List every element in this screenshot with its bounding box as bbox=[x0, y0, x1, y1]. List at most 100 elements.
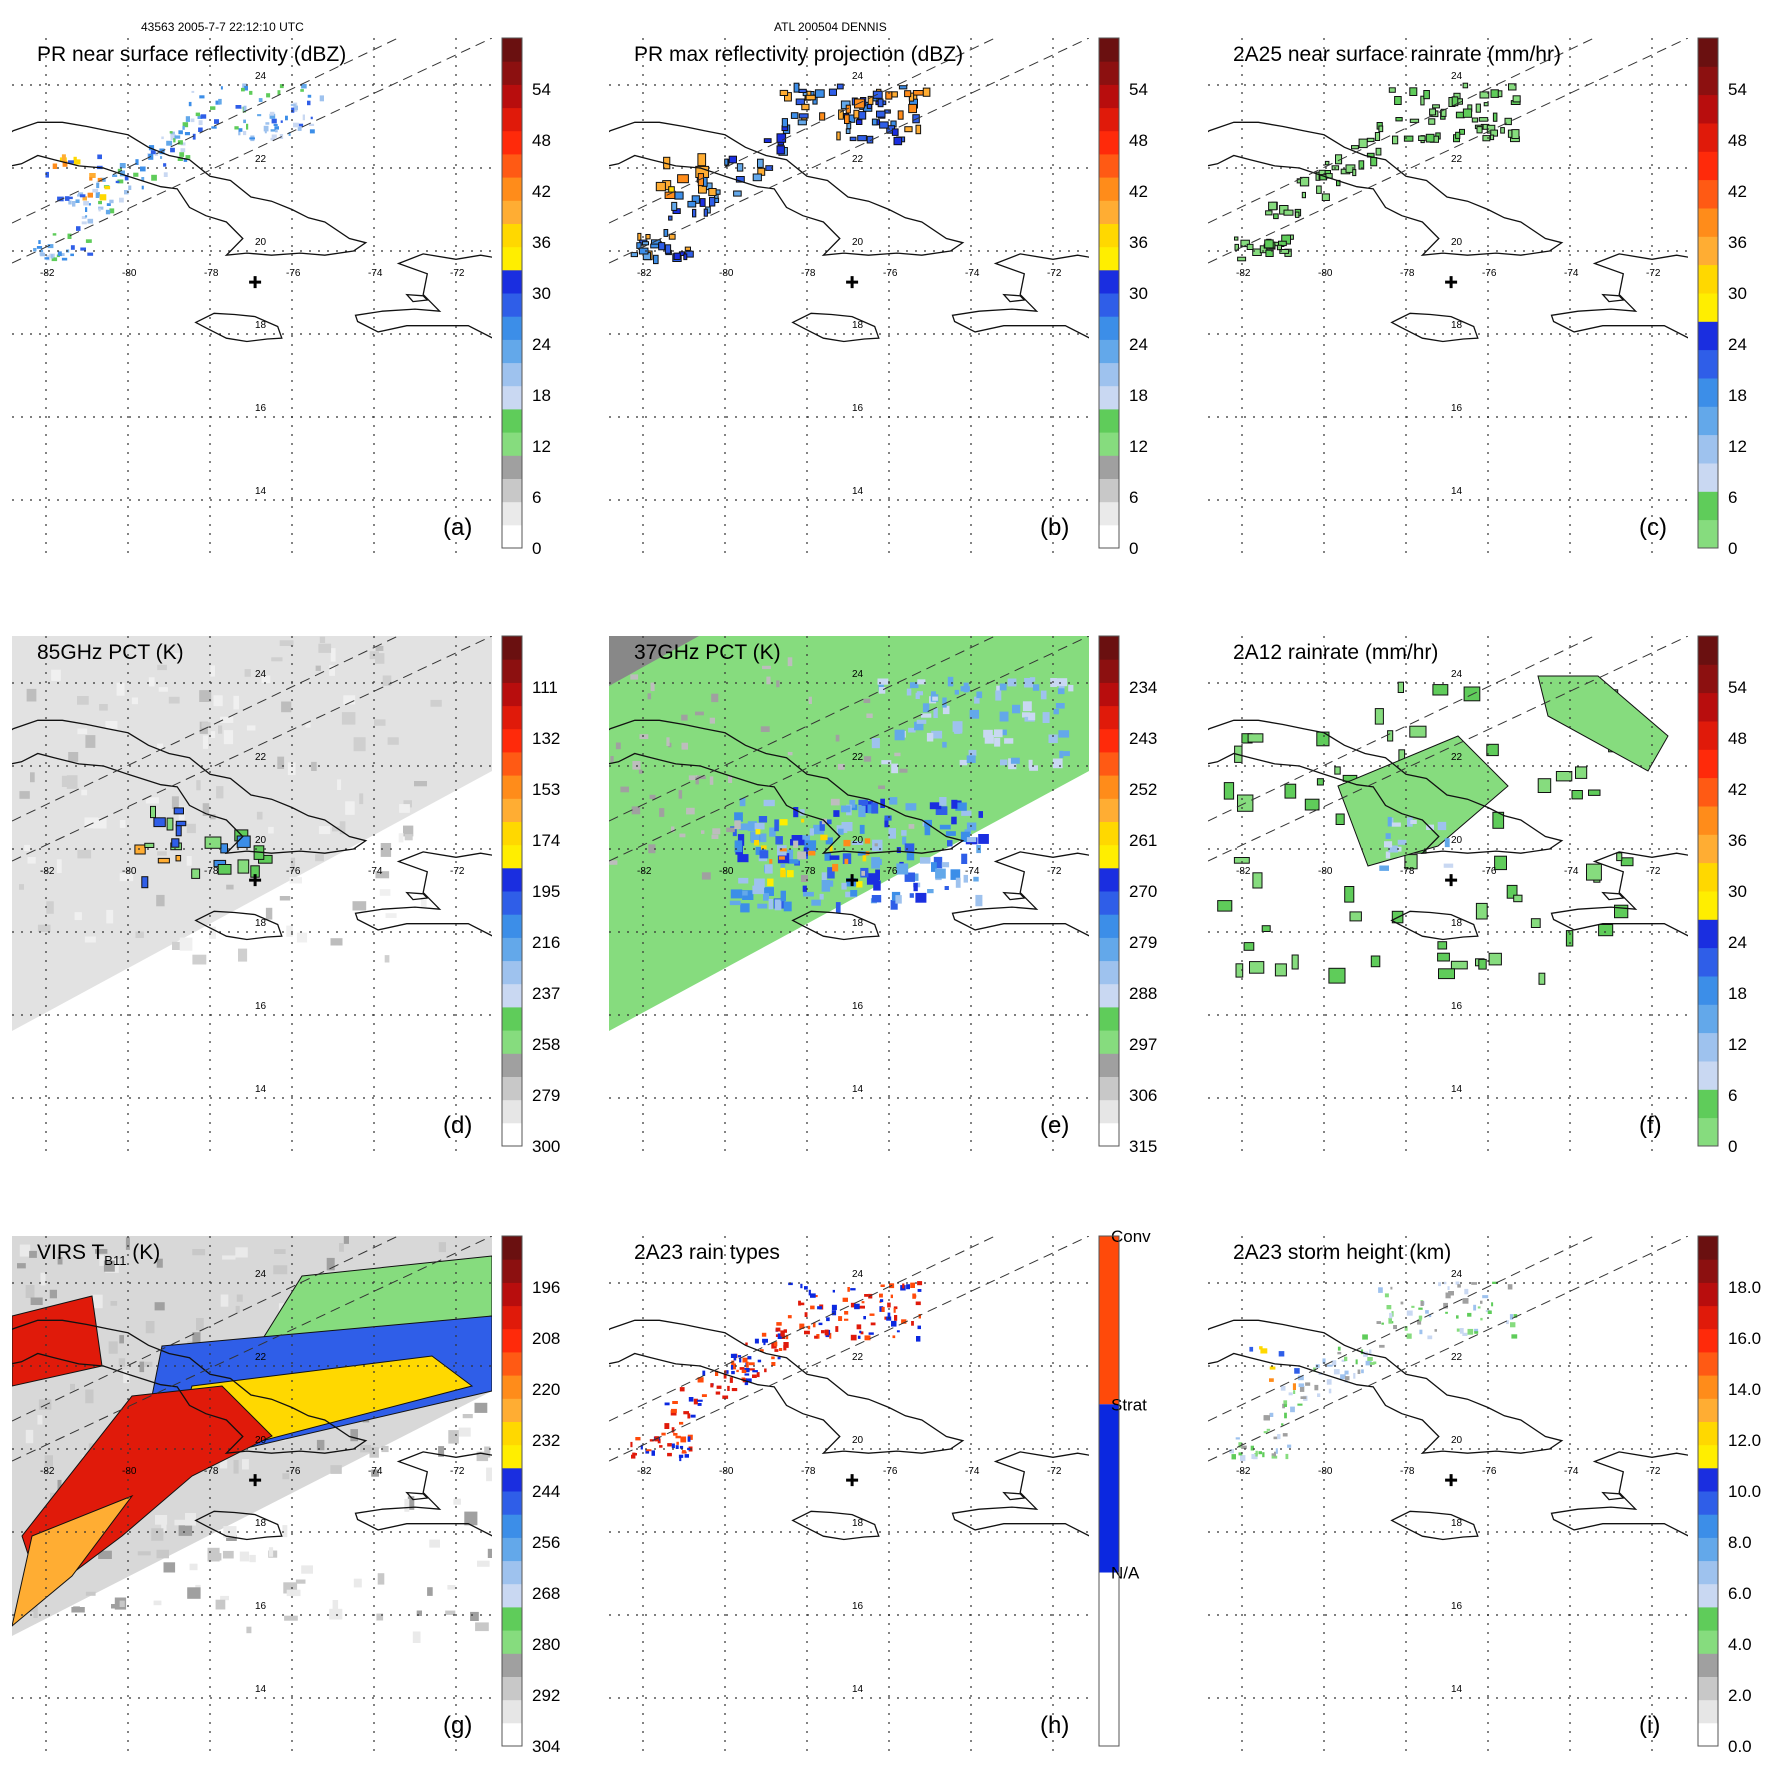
data-cell bbox=[1482, 135, 1491, 142]
panel-title: 2A23 rain types bbox=[634, 1241, 780, 1264]
data-cell bbox=[30, 1297, 43, 1305]
lat-label: 14 bbox=[1451, 1684, 1463, 1695]
data-cell bbox=[343, 1236, 349, 1244]
lat-label: 20 bbox=[255, 1435, 267, 1446]
data-cell bbox=[709, 196, 716, 207]
colorbar-segment bbox=[1099, 130, 1119, 155]
colorbar-segment bbox=[502, 1030, 522, 1054]
pr-swath-edge bbox=[12, 636, 492, 862]
data-cell bbox=[184, 132, 190, 136]
data-cell bbox=[1055, 703, 1065, 709]
data-cell bbox=[17, 1263, 26, 1269]
data-cell bbox=[1234, 236, 1239, 241]
data-cell bbox=[901, 1319, 907, 1324]
data-cell bbox=[161, 136, 164, 140]
colorbar-segment bbox=[1698, 236, 1718, 266]
data-cell bbox=[879, 1293, 883, 1298]
data-cell bbox=[157, 851, 167, 856]
colorbar-segment bbox=[502, 1653, 522, 1677]
data-cell bbox=[77, 696, 89, 705]
data-cell bbox=[1510, 1322, 1516, 1328]
data-cell bbox=[384, 955, 390, 963]
data-cell bbox=[885, 91, 893, 100]
colorbar-tick-label: 270 bbox=[1129, 882, 1157, 901]
data-cell bbox=[774, 819, 779, 832]
data-cell bbox=[635, 1437, 641, 1441]
data-cell bbox=[1492, 1281, 1498, 1284]
data-cell bbox=[273, 1265, 288, 1275]
lon-label: -82 bbox=[1236, 1466, 1251, 1477]
data-cell bbox=[310, 116, 313, 120]
data-cell bbox=[754, 840, 759, 846]
data-cell bbox=[804, 1312, 808, 1317]
data-cell bbox=[318, 826, 331, 835]
data-cell bbox=[695, 776, 699, 785]
gonave-coastline bbox=[1002, 891, 1026, 901]
colorbar-segment bbox=[502, 269, 522, 294]
data-cell bbox=[880, 798, 885, 808]
data-cell bbox=[671, 826, 675, 833]
data-cell bbox=[768, 899, 773, 910]
hispaniola-coastline bbox=[951, 1451, 1089, 1537]
data-cell bbox=[667, 1443, 672, 1447]
data-cell bbox=[759, 850, 769, 859]
data-cell bbox=[896, 1330, 900, 1333]
data-cell bbox=[1384, 841, 1393, 848]
data-cell bbox=[762, 665, 771, 670]
data-cell bbox=[151, 1528, 164, 1541]
data-cell bbox=[947, 840, 953, 847]
lon-label: -82 bbox=[1236, 866, 1251, 877]
panel-label: (d) bbox=[443, 1112, 472, 1139]
data-cell bbox=[135, 931, 144, 938]
data-cell bbox=[1264, 1415, 1270, 1421]
data-cell bbox=[1406, 1310, 1413, 1316]
data-cell bbox=[464, 1511, 478, 1526]
data-cell bbox=[1269, 1412, 1274, 1417]
jamaica-coastline bbox=[791, 312, 880, 343]
data-cell bbox=[1393, 1325, 1397, 1330]
data-cell bbox=[752, 885, 765, 895]
data-cell bbox=[951, 816, 957, 825]
data-cell bbox=[780, 890, 786, 902]
data-cell bbox=[1376, 1321, 1381, 1324]
data-cell bbox=[1390, 1286, 1393, 1290]
data-cell bbox=[877, 98, 884, 108]
data-cell bbox=[863, 1316, 866, 1320]
data-cell bbox=[927, 889, 934, 894]
lon-label: -78 bbox=[1400, 1466, 1415, 1477]
data-cell bbox=[1418, 135, 1426, 141]
data-cell bbox=[899, 768, 908, 773]
data-cell bbox=[963, 682, 969, 693]
lon-label: -72 bbox=[1047, 866, 1062, 877]
colorbar-segment bbox=[502, 1053, 522, 1077]
data-cell bbox=[119, 170, 125, 177]
data-cell bbox=[68, 752, 79, 762]
data-cell bbox=[664, 244, 672, 254]
colorbar-segment bbox=[1099, 682, 1119, 707]
data-cell bbox=[757, 1359, 762, 1363]
data-cell bbox=[1278, 1351, 1285, 1357]
colorbar-segment bbox=[502, 844, 522, 869]
data-cell bbox=[1423, 90, 1430, 100]
colorbar-segment bbox=[1698, 1653, 1718, 1677]
data-cell bbox=[377, 1573, 385, 1585]
data-cell bbox=[1022, 701, 1032, 712]
data-cell bbox=[173, 653, 184, 658]
data-cell bbox=[211, 126, 217, 129]
colorbar-tick-label: 220 bbox=[532, 1380, 560, 1399]
data-cell bbox=[233, 695, 239, 710]
colorbar-segment bbox=[1698, 749, 1718, 779]
data-cell bbox=[861, 1301, 865, 1304]
data-cell bbox=[939, 797, 947, 806]
lat-label: 24 bbox=[1451, 669, 1463, 680]
data-cell bbox=[679, 1455, 682, 1462]
lat-label: 22 bbox=[255, 752, 267, 763]
data-cell bbox=[47, 244, 54, 249]
data-cell bbox=[1048, 734, 1058, 743]
data-cell bbox=[85, 215, 88, 218]
data-cell bbox=[148, 145, 155, 151]
data-cell bbox=[1480, 1317, 1483, 1321]
data-cell bbox=[287, 762, 296, 776]
data-cell bbox=[739, 798, 746, 807]
